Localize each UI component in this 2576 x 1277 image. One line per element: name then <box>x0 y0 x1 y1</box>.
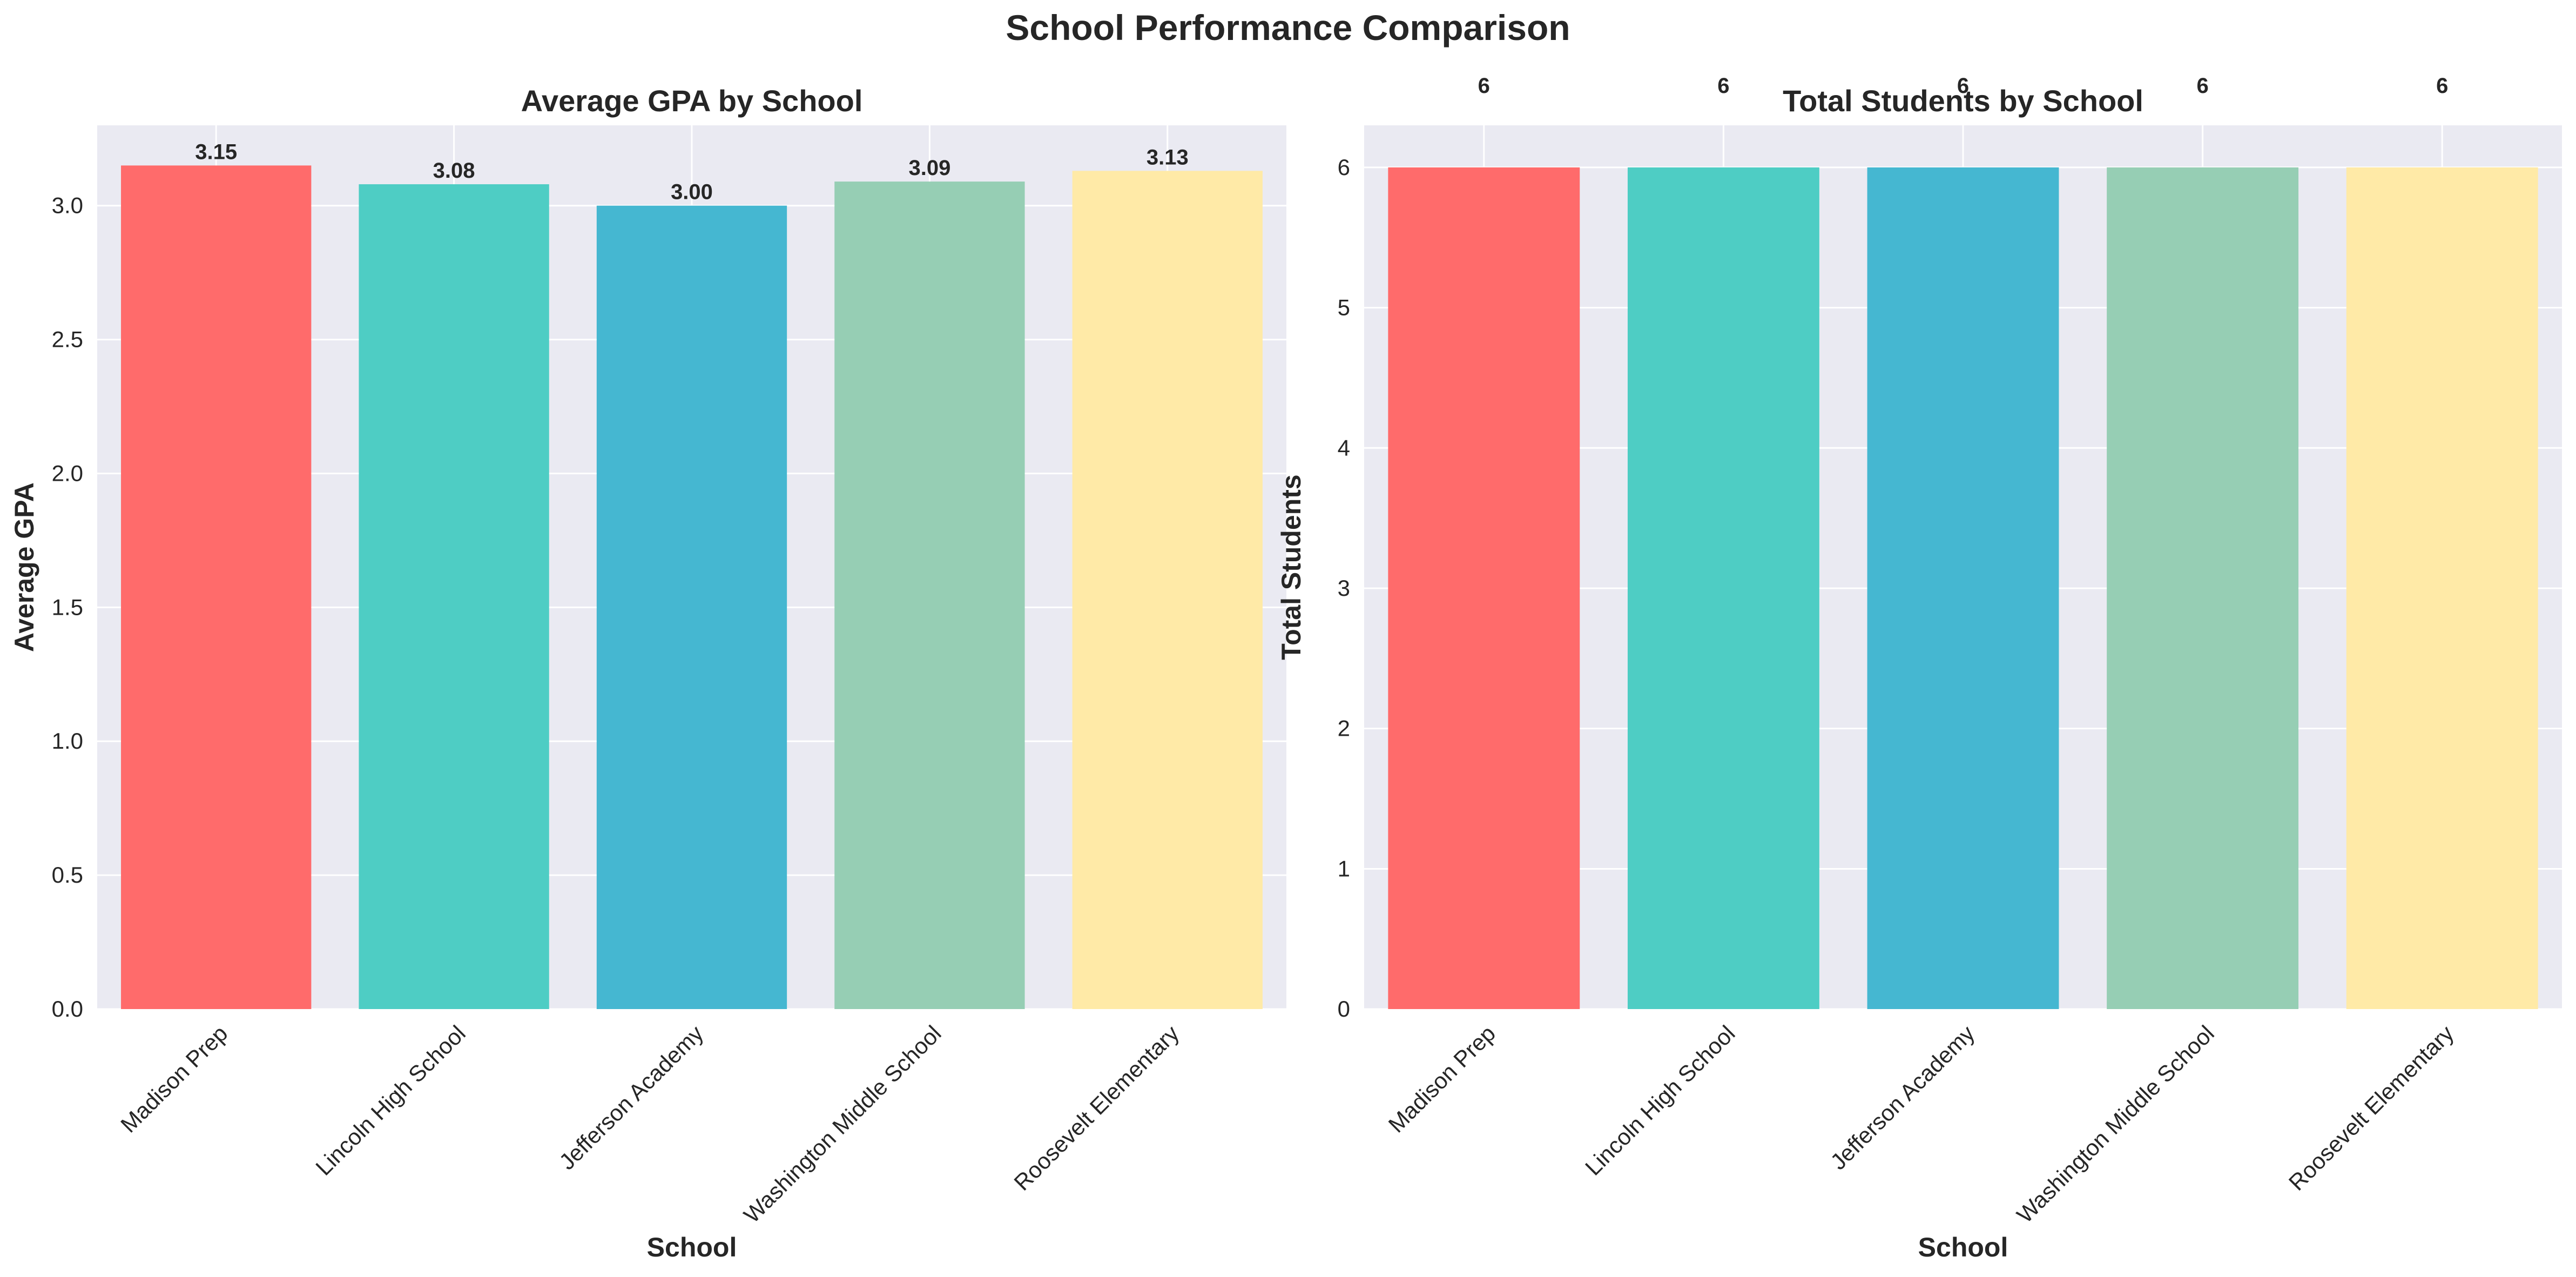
students-xtick-label: Roosevelt Elementary <box>2284 1020 2459 1195</box>
students-value-label: 6 <box>2436 74 2448 98</box>
gpa-chart-title: Average GPA by School <box>521 84 863 118</box>
students-ytick-label: 6 <box>1338 154 1350 180</box>
students-ytick-label: 2 <box>1338 716 1350 741</box>
students-value-label: 6 <box>2196 74 2208 98</box>
students-bar <box>2346 167 2538 1009</box>
gpa-value-label: 3.13 <box>1147 145 1189 169</box>
students-ytick-label: 5 <box>1338 295 1350 320</box>
gpa-bar <box>359 184 549 1010</box>
gpa-bar <box>596 205 787 1009</box>
students-value-label: 6 <box>1478 74 1490 98</box>
students-ytick-label: 0 <box>1338 996 1350 1021</box>
gpa-value-label: 3.09 <box>908 156 950 180</box>
gpa-xtick-label: Madison Prep <box>116 1020 232 1137</box>
gpa-x-axis-label: School <box>647 1232 737 1262</box>
gpa-bar <box>121 165 312 1009</box>
students-bar <box>1388 167 1580 1009</box>
gpa-ytick-label: 1.0 <box>52 728 83 754</box>
gpa-ytick-label: 0.0 <box>52 996 83 1021</box>
students-bar <box>1867 167 2059 1009</box>
students-xtick-label: Jefferson Academy <box>1825 1020 1979 1174</box>
students-chart-title: Total Students by School <box>1783 84 2143 118</box>
students-value-label: 6 <box>1957 74 1969 98</box>
students-bar <box>2107 167 2299 1009</box>
students-xtick-label: Washington Middle School <box>2012 1020 2219 1228</box>
gpa-ytick-label: 2.5 <box>52 327 83 352</box>
students-ytick-label: 1 <box>1338 856 1350 881</box>
students-xtick-label: Madison Prep <box>1384 1020 1500 1137</box>
students-bar <box>1627 167 1819 1009</box>
gpa-value-label: 3.00 <box>671 180 713 204</box>
gpa-chart-panel: 3.15 3.08 3.00 3.09 3.13 0.0 0.5 1.0 1.5 2.0 2.5 3.… <box>9 84 1286 1262</box>
gpa-y-axis-label: Average GPA <box>9 482 39 652</box>
figure-title: School Performance Comparison <box>1006 8 1570 48</box>
students-ytick-label: 3 <box>1338 575 1350 601</box>
gpa-xtick-label: Lincoln High School <box>311 1020 470 1180</box>
gpa-xtick-label: Roosevelt Elementary <box>1009 1020 1184 1195</box>
gpa-xtick-label: Jefferson Academy <box>554 1020 708 1174</box>
students-xtick-label: Lincoln High School <box>1580 1020 1740 1180</box>
students-value-label: 6 <box>1717 74 1729 98</box>
gpa-ytick-label: 3.0 <box>52 193 83 218</box>
students-x-axis-label: School <box>1918 1232 2008 1262</box>
gpa-xtick-label: Washington Middle School <box>739 1020 946 1228</box>
students-chart-panel: 6 6 6 6 6 0 1 2 3 4 5 6 Madison Prep Lincoln High Sch… <box>1276 74 2562 1262</box>
gpa-ytick-label: 1.5 <box>52 594 83 620</box>
gpa-ytick-label: 0.5 <box>52 862 83 888</box>
gpa-ytick-label: 2.0 <box>52 460 83 486</box>
students-y-axis-label: Total Students <box>1276 474 1306 660</box>
gpa-value-label: 3.15 <box>195 140 237 164</box>
students-ytick-label: 4 <box>1338 435 1350 460</box>
gpa-bar <box>1072 171 1263 1009</box>
gpa-bar <box>834 182 1025 1009</box>
gpa-value-label: 3.08 <box>433 159 475 183</box>
